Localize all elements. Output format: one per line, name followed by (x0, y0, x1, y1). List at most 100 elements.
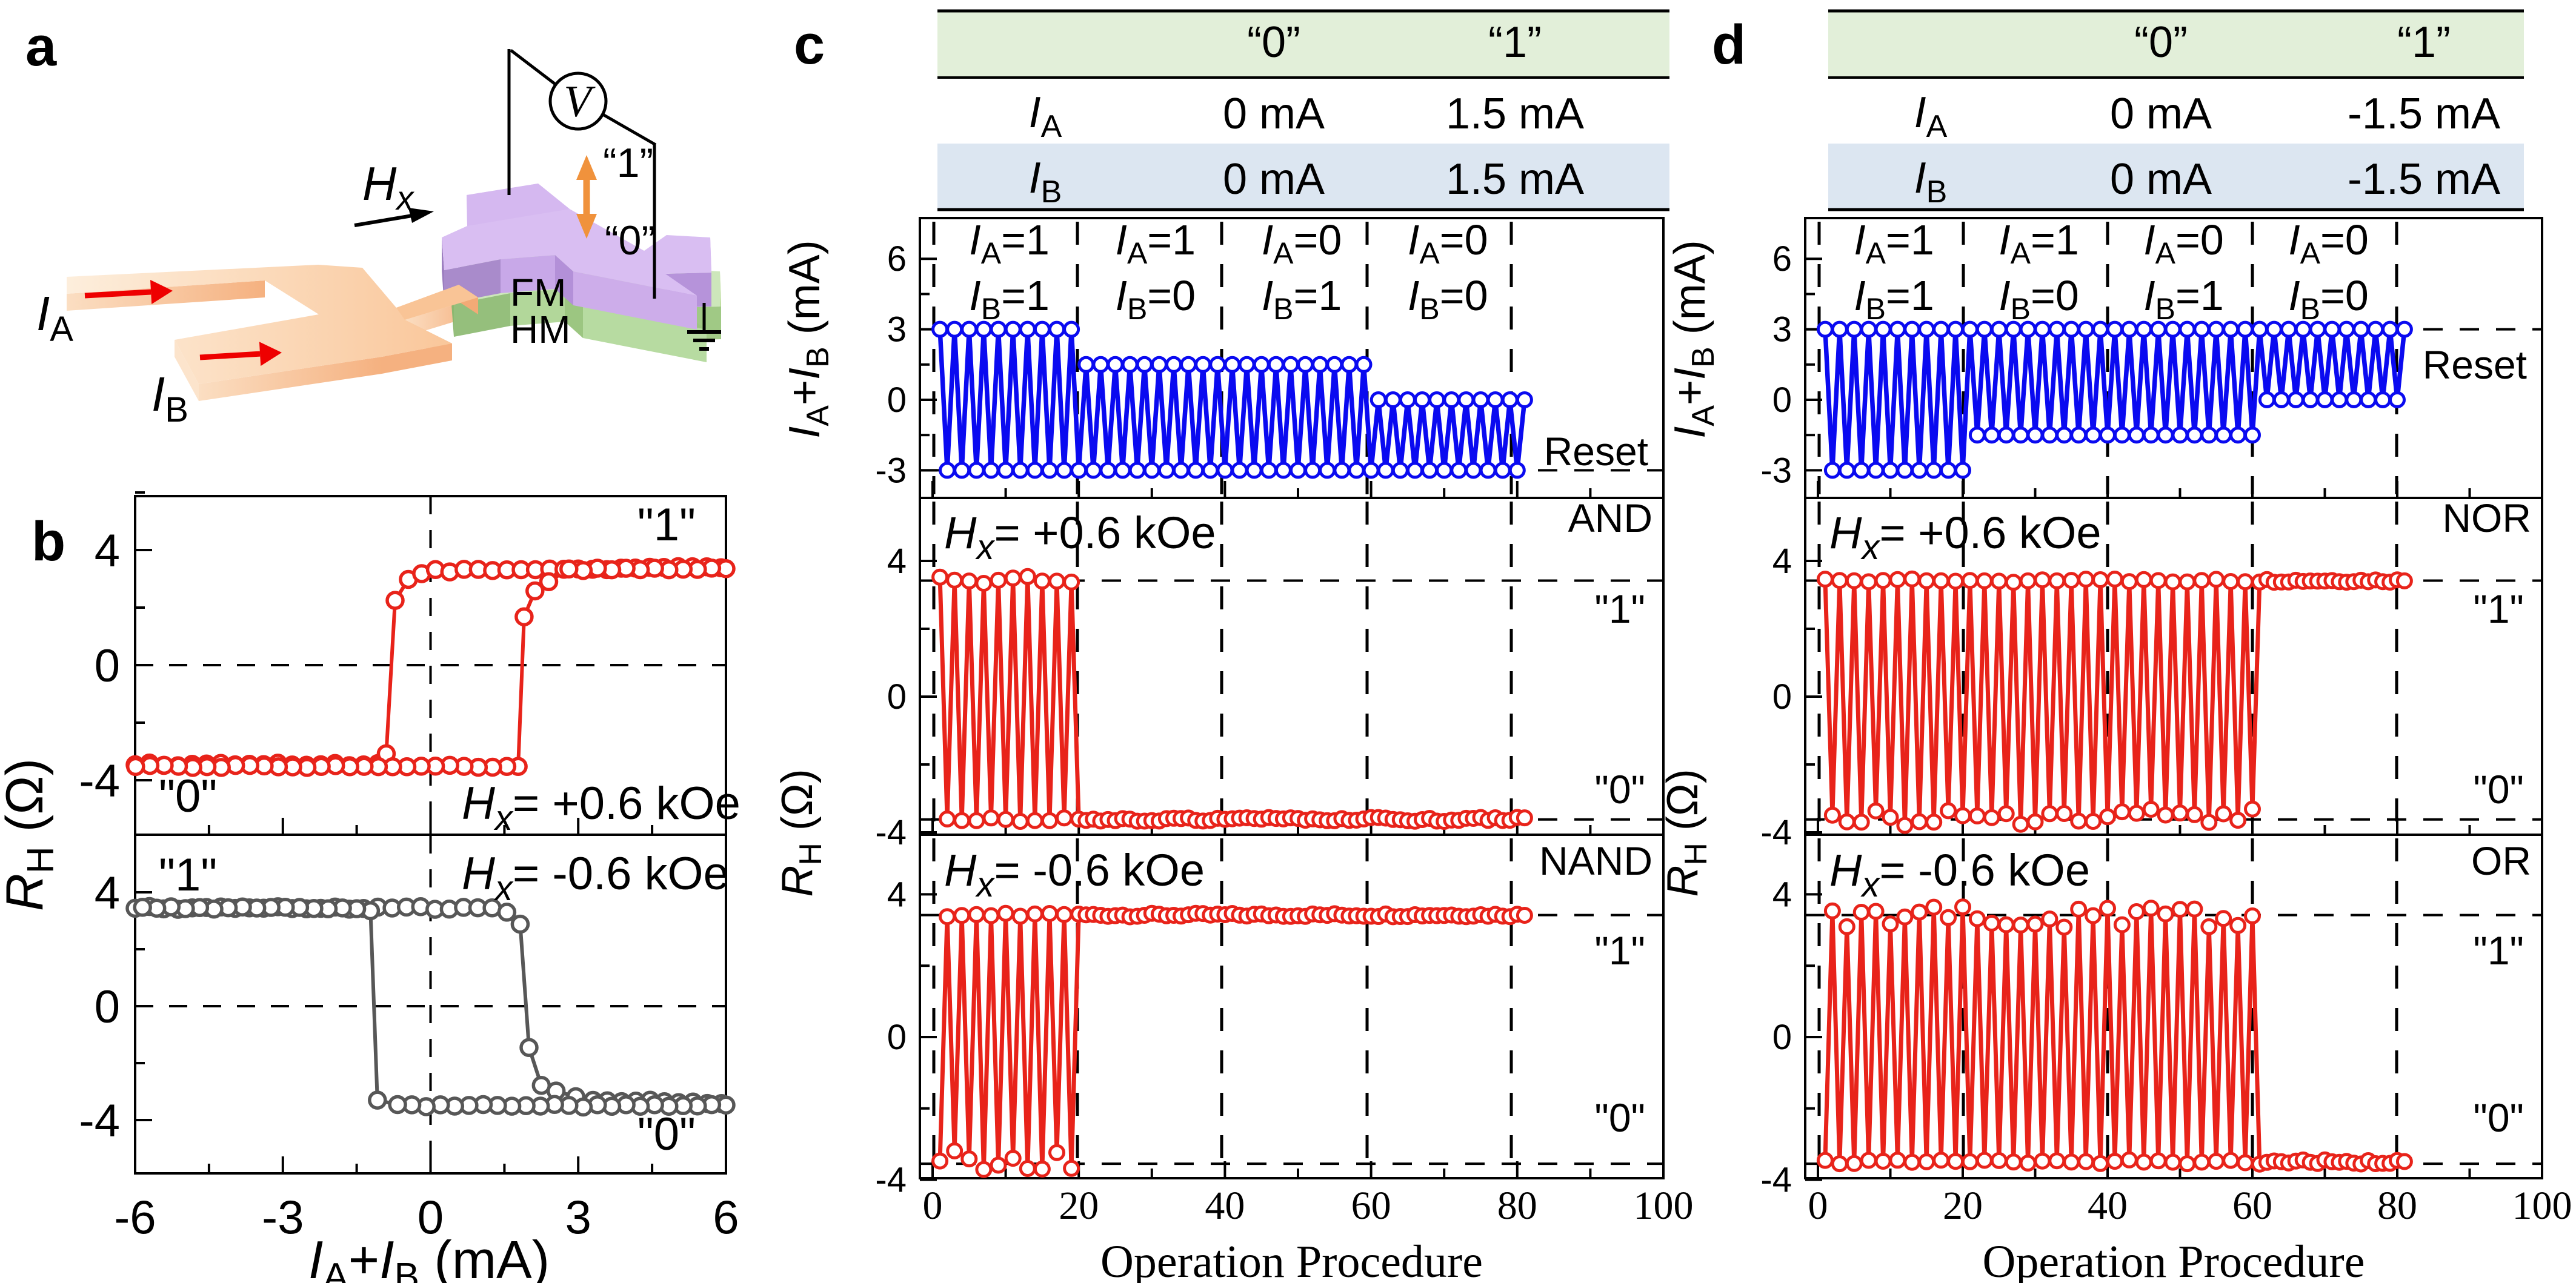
svg-text:-1.5 mA: -1.5 mA (2348, 155, 2500, 204)
svg-text:d: d (1712, 14, 1746, 76)
svg-text:IB=0: IB=0 (1115, 272, 1196, 326)
svg-text:IA=1: IA=1 (1854, 216, 1934, 270)
svg-text:60: 60 (1351, 1184, 1391, 1228)
svg-text:"0": "0" (2473, 767, 2524, 812)
svg-text:-4: -4 (875, 813, 907, 852)
svg-text:Hx= +0.6 kOe: Hx= +0.6 kOe (1829, 508, 2102, 567)
svg-text:3: 3 (1772, 310, 1792, 350)
svg-text:3: 3 (887, 310, 907, 350)
svg-text:1.5 mA: 1.5 mA (1446, 155, 1584, 204)
svg-text:0 mA: 0 mA (1223, 155, 1325, 204)
svg-text:40: 40 (1205, 1184, 1245, 1228)
svg-text:RH (Ω): RH (Ω) (0, 758, 62, 911)
svg-text:“0”: “0” (2134, 18, 2188, 67)
svg-text:“0”: “0” (605, 217, 655, 264)
svg-text:IB: IB (1914, 154, 1948, 210)
svg-text:0: 0 (95, 640, 120, 692)
svg-text:Operation Procedure: Operation Procedure (1983, 1236, 2365, 1283)
svg-text:-4: -4 (79, 1095, 120, 1147)
svg-text:0: 0 (1772, 1018, 1792, 1057)
svg-text:"1": "1" (2473, 586, 2524, 631)
svg-text:IA+IB (mA): IA+IB (mA) (780, 240, 836, 438)
svg-text:0 mA: 0 mA (2110, 90, 2212, 138)
svg-text:6: 6 (713, 1190, 739, 1244)
svg-text:"1": "1" (637, 499, 696, 551)
svg-text:-4: -4 (1760, 813, 1792, 852)
svg-text:IA=0: IA=0 (2288, 216, 2369, 270)
svg-text:"0": "0" (637, 1109, 696, 1160)
svg-text:IA: IA (1029, 88, 1062, 144)
svg-text:0: 0 (1808, 1184, 1828, 1228)
svg-text:“1”: “1” (2397, 18, 2451, 67)
svg-text:IA=0: IA=0 (1262, 216, 1342, 270)
svg-text:0: 0 (887, 380, 907, 420)
svg-text:20: 20 (1943, 1184, 1983, 1228)
svg-text:"1": "1" (2473, 928, 2524, 973)
svg-text:-3: -3 (1760, 451, 1792, 490)
svg-text:“0”: “0” (1247, 18, 1300, 67)
svg-text:“1”: “1” (603, 140, 653, 186)
svg-text:NAND: NAND (1539, 838, 1652, 883)
svg-text:RH (Ω): RH (Ω) (773, 769, 828, 897)
svg-text:"1": "1" (1594, 586, 1645, 631)
svg-text:80: 80 (2377, 1184, 2417, 1228)
svg-text:Hx= -0.6 kOe: Hx= -0.6 kOe (1829, 845, 2090, 904)
svg-text:"0": "0" (2473, 1095, 2524, 1140)
svg-text:-3: -3 (875, 451, 907, 490)
svg-text:0: 0 (418, 1190, 444, 1244)
svg-text:Operation Procedure: Operation Procedure (1100, 1236, 1483, 1283)
svg-text:0: 0 (887, 1018, 907, 1057)
svg-text:IA=0: IA=0 (1408, 216, 1488, 270)
svg-text:4: 4 (1772, 542, 1792, 581)
svg-text:6: 6 (1772, 239, 1792, 279)
svg-text:IA+IB (mA): IA+IB (mA) (308, 1230, 550, 1283)
svg-text:"0": "0" (1594, 1095, 1645, 1140)
svg-text:-6: -6 (114, 1190, 156, 1244)
svg-text:IA=1: IA=1 (1115, 216, 1196, 270)
svg-text:IB=0: IB=0 (2288, 272, 2369, 326)
svg-text:"1": "1" (1594, 928, 1645, 973)
svg-text:0: 0 (1772, 380, 1792, 420)
svg-text:"1": "1" (159, 849, 217, 901)
svg-text:IB: IB (1029, 154, 1062, 210)
svg-text:1.5 mA: 1.5 mA (1446, 90, 1584, 138)
svg-text:80: 80 (1497, 1184, 1537, 1228)
svg-text:Hx= -0.6 kOe: Hx= -0.6 kOe (944, 845, 1205, 904)
svg-text:0: 0 (1772, 677, 1792, 717)
svg-text:NOR: NOR (2442, 496, 2531, 540)
svg-text:IB=1: IB=1 (1854, 272, 1934, 326)
svg-text:IB: IB (151, 367, 188, 429)
svg-text:0: 0 (95, 981, 120, 1033)
svg-text:4: 4 (95, 867, 120, 919)
svg-text:100: 100 (2512, 1184, 2572, 1228)
svg-text:IB=1: IB=1 (2143, 272, 2224, 326)
svg-text:IB=0: IB=0 (1999, 272, 2079, 326)
svg-text:0: 0 (923, 1184, 943, 1228)
svg-text:IB=0: IB=0 (1408, 272, 1488, 326)
svg-text:40: 40 (2088, 1184, 2128, 1228)
svg-text:Hx= +0.6 kOe: Hx= +0.6 kOe (462, 778, 741, 838)
svg-text:-1.5 mA: -1.5 mA (2348, 90, 2500, 138)
svg-text:Hx= -0.6 kOe: Hx= -0.6 kOe (462, 848, 729, 908)
svg-text:HM: HM (510, 308, 571, 351)
svg-text:4: 4 (887, 542, 907, 581)
svg-text:6: 6 (887, 239, 907, 279)
svg-text:100: 100 (1634, 1184, 1694, 1228)
svg-text:c: c (794, 14, 825, 76)
svg-text:OR: OR (2471, 838, 2531, 883)
svg-text:Reset: Reset (1544, 429, 1648, 474)
svg-text:FM: FM (510, 271, 566, 314)
svg-text:RH (Ω): RH (Ω) (1659, 769, 1714, 897)
svg-text:20: 20 (1059, 1184, 1099, 1228)
svg-text:0: 0 (887, 677, 907, 717)
svg-text:b: b (32, 511, 65, 572)
svg-text:Reset: Reset (2423, 342, 2527, 387)
svg-text:"0": "0" (1594, 767, 1645, 812)
svg-text:a: a (25, 16, 57, 78)
svg-text:IB=1: IB=1 (969, 272, 1050, 326)
svg-text:“1”: “1” (1488, 18, 1542, 67)
svg-text:0 mA: 0 mA (2110, 155, 2212, 204)
svg-text:IA: IA (1914, 88, 1948, 144)
svg-text:60: 60 (2232, 1184, 2272, 1228)
svg-text:IA=1: IA=1 (1999, 216, 2079, 270)
